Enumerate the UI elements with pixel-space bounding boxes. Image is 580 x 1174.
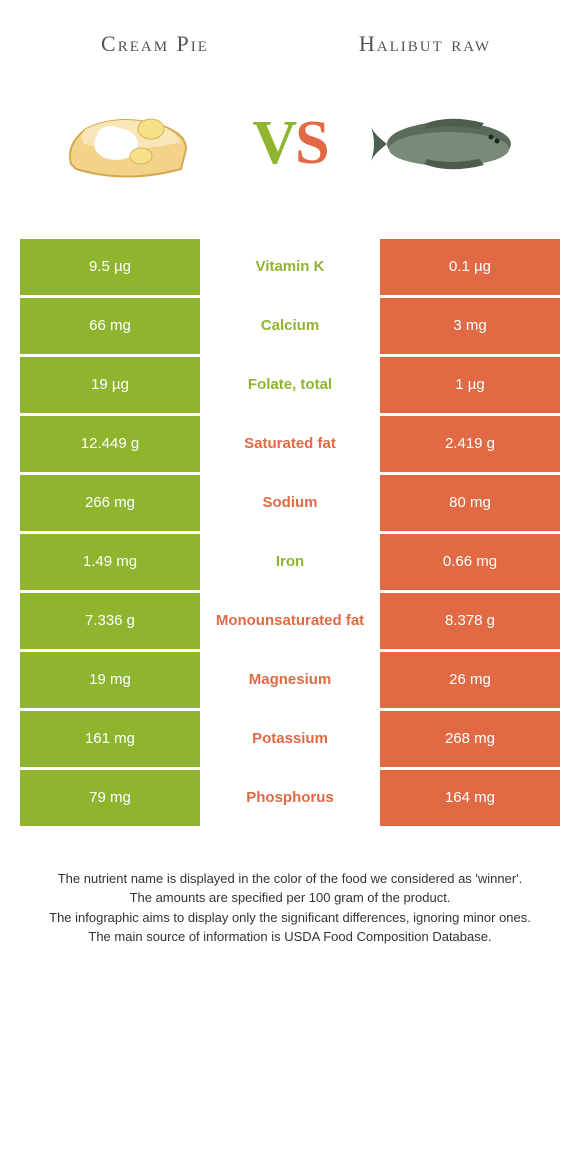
footnote-line: The nutrient name is displayed in the co…: [40, 869, 540, 889]
right-value: 80 mg: [380, 475, 560, 531]
table-row: 9.5 µgVitamin K0.1 µg: [20, 239, 560, 295]
right-value: 26 mg: [380, 652, 560, 708]
nutrient-name: Monounsaturated fat: [200, 593, 380, 649]
right-value: 268 mg: [380, 711, 560, 767]
right-food-title: Halibut raw: [290, 30, 560, 59]
left-value: 79 mg: [20, 770, 200, 826]
footnote-line: The amounts are specified per 100 gram o…: [40, 888, 540, 908]
left-value: 7.336 g: [20, 593, 200, 649]
left-value: 9.5 µg: [20, 239, 200, 295]
nutrient-name: Magnesium: [200, 652, 380, 708]
nutrient-name: Vitamin K: [200, 239, 380, 295]
left-value: 161 mg: [20, 711, 200, 767]
nutrient-name: Phosphorus: [200, 770, 380, 826]
table-row: 266 mgSodium80 mg: [20, 475, 560, 531]
nutrient-name: Calcium: [200, 298, 380, 354]
halibut-icon: [369, 89, 529, 199]
nutrient-table: 9.5 µgVitamin K0.1 µg66 mgCalcium3 mg19 …: [0, 239, 580, 826]
vs-label: VS: [252, 108, 327, 179]
right-value: 1 µg: [380, 357, 560, 413]
nutrient-name: Folate, total: [200, 357, 380, 413]
left-value: 1.49 mg: [20, 534, 200, 590]
right-value: 8.378 g: [380, 593, 560, 649]
right-value: 3 mg: [380, 298, 560, 354]
table-row: 19 mgMagnesium26 mg: [20, 652, 560, 708]
table-row: 1.49 mgIron0.66 mg: [20, 534, 560, 590]
right-value: 0.66 mg: [380, 534, 560, 590]
left-value: 12.449 g: [20, 416, 200, 472]
table-row: 19 µgFolate, total1 µg: [20, 357, 560, 413]
left-food-title: Cream Pie: [20, 30, 290, 59]
footnotes: The nutrient name is displayed in the co…: [0, 829, 580, 947]
right-value: 2.419 g: [380, 416, 560, 472]
nutrient-name: Iron: [200, 534, 380, 590]
vs-row: VS: [0, 69, 580, 239]
table-row: 161 mgPotassium268 mg: [20, 711, 560, 767]
table-row: 79 mgPhosphorus164 mg: [20, 770, 560, 826]
table-row: 66 mgCalcium3 mg: [20, 298, 560, 354]
nutrient-name: Potassium: [200, 711, 380, 767]
left-value: 266 mg: [20, 475, 200, 531]
footnote-line: The infographic aims to display only the…: [40, 908, 540, 928]
right-value: 164 mg: [380, 770, 560, 826]
nutrient-name: Sodium: [200, 475, 380, 531]
table-row: 12.449 gSaturated fat2.419 g: [20, 416, 560, 472]
left-value: 19 µg: [20, 357, 200, 413]
footnote-line: The main source of information is USDA F…: [40, 927, 540, 947]
left-value: 66 mg: [20, 298, 200, 354]
cream-pie-icon: [51, 89, 211, 199]
left-value: 19 mg: [20, 652, 200, 708]
nutrient-name: Saturated fat: [200, 416, 380, 472]
right-value: 0.1 µg: [380, 239, 560, 295]
table-row: 7.336 gMonounsaturated fat8.378 g: [20, 593, 560, 649]
